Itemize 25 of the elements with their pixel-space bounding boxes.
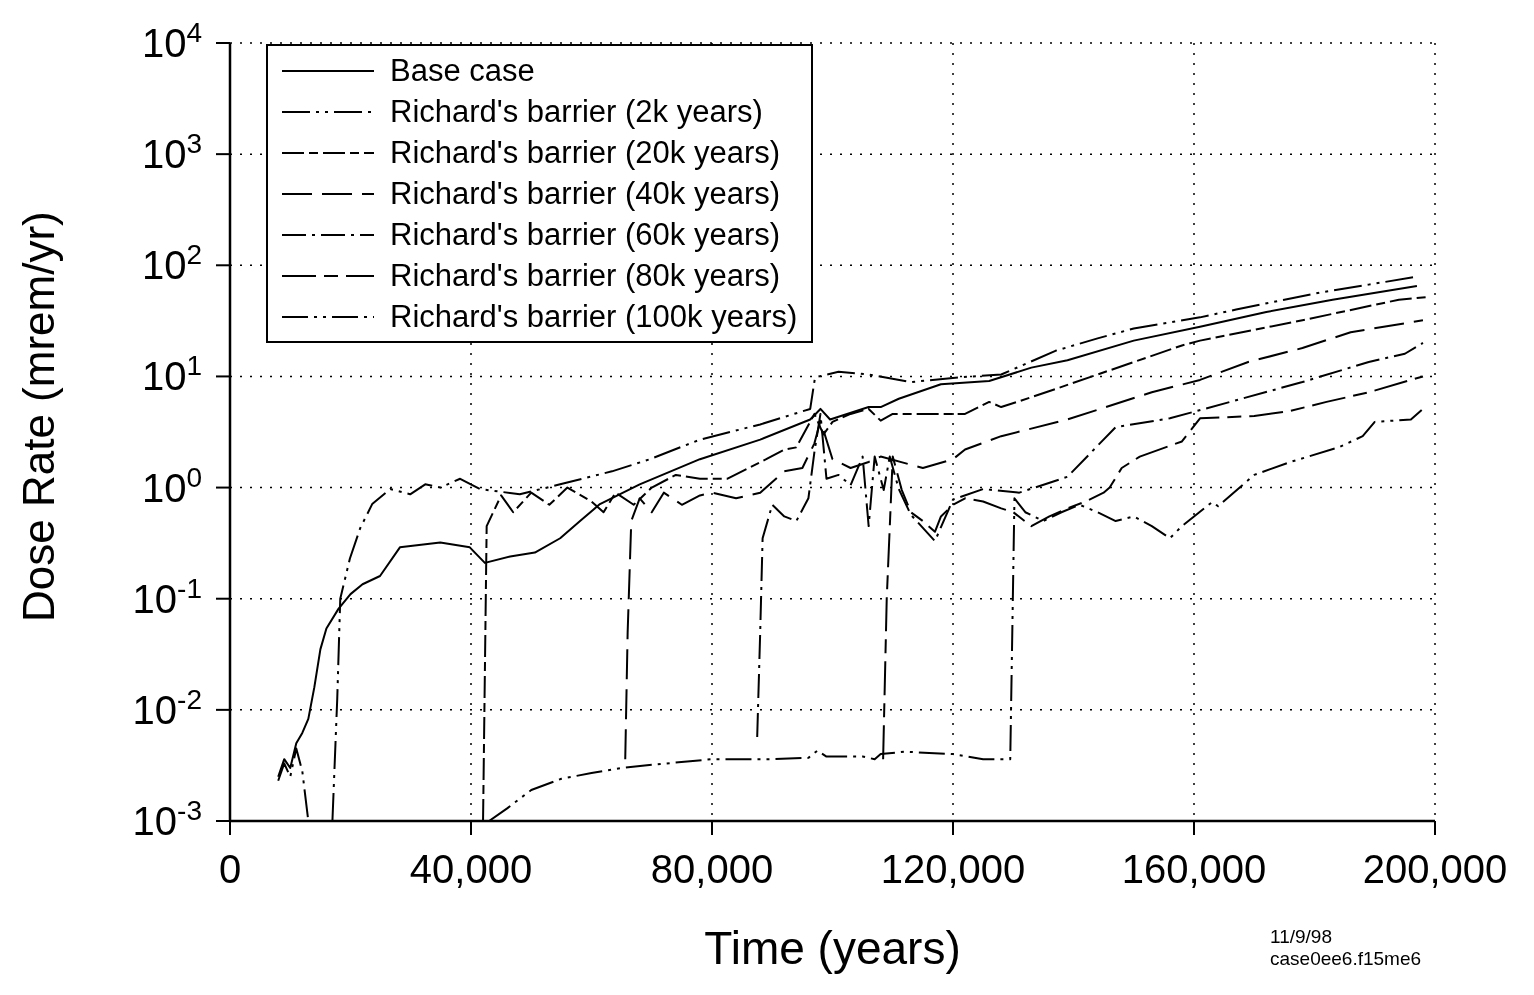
x-tick-label: 120,000	[880, 847, 1026, 891]
y-tick-label: 10$^{3}$	[141, 127, 202, 177]
y-axis-title: Dose Rate (mrem/yr)	[13, 211, 63, 622]
x-tick-label: 200,000	[1362, 847, 1508, 891]
y-tick-label: 10$^{0}$	[141, 461, 202, 510]
x-tick-label: 40,000	[409, 847, 533, 891]
text: case0ee6.f15me6	[1270, 948, 1422, 970]
text: 11/9/98	[1270, 926, 1333, 948]
y-tick-label: 10$^{-3}$	[132, 794, 202, 843]
x-axis-title: Time (years)	[704, 922, 961, 974]
legend-label: Richard's barrier (40k years)	[390, 175, 781, 212]
y-tick-label: 10$^{4}$	[141, 16, 202, 65]
legend-label: Richard's barrier (80k years)	[390, 257, 781, 294]
legend-label: Richard's barrier (100k years)	[390, 298, 798, 335]
x-tick-label: 0	[218, 847, 242, 891]
y-tick-label: 10$^{2}$	[141, 238, 202, 288]
x-tick-label: 160,000	[1121, 847, 1267, 891]
legend-label: Richard's barrier (60k years)	[390, 216, 781, 253]
legend-label: Richard's barrier (2k years)	[390, 93, 763, 130]
legend-label: Base case	[390, 52, 535, 89]
y-tick-label: 10$^{-2}$	[132, 683, 202, 732]
y-tick-label: 10$^{-1}$	[132, 572, 202, 621]
legend-label: Richard's barrier (20k years)	[390, 134, 781, 171]
x-tick-label: 80,000	[650, 847, 774, 891]
y-tick-label: 10$^{1}$	[141, 349, 202, 399]
